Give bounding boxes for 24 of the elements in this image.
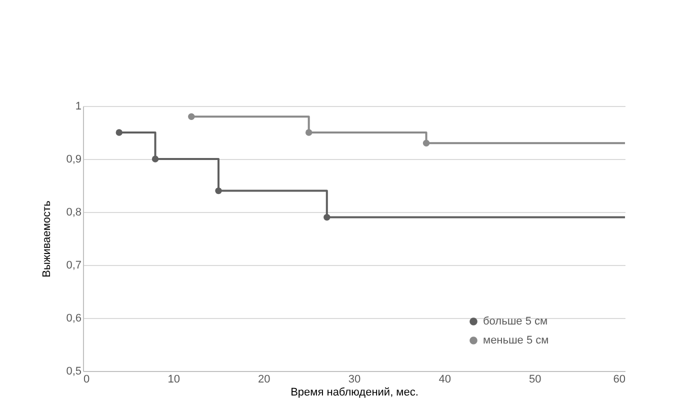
x-tick-label: 10 <box>168 374 180 386</box>
x-tick-label: 30 <box>348 374 361 386</box>
point <box>215 187 222 194</box>
y-tick-label: 1 <box>75 100 82 112</box>
y-tick-label: 0,6 <box>66 312 82 324</box>
x-tick-label: 20 <box>258 374 270 386</box>
y-tick-label: 0,7 <box>66 260 82 272</box>
x-tick-label: 0 <box>84 374 90 386</box>
x-axis-title: Время наблюдений, мес. <box>290 386 418 398</box>
point <box>422 140 430 146</box>
y-axis-title: Выживаемость <box>41 200 54 278</box>
legend-label: больше 5 см <box>483 316 548 328</box>
point <box>152 156 159 162</box>
legend-label: меньше 5 см <box>483 334 549 346</box>
y-tick-label: 0,9 <box>66 154 82 166</box>
point <box>188 113 195 120</box>
point <box>305 129 312 136</box>
point <box>116 129 122 136</box>
y-tick-label: 0,5 <box>66 366 82 378</box>
x-tick-label: 40 <box>438 374 451 386</box>
x-tick-label: 50 <box>529 374 542 386</box>
point <box>324 214 330 221</box>
y-tick-label: 0,8 <box>66 206 82 218</box>
x-tick-label: 60 <box>613 374 626 386</box>
